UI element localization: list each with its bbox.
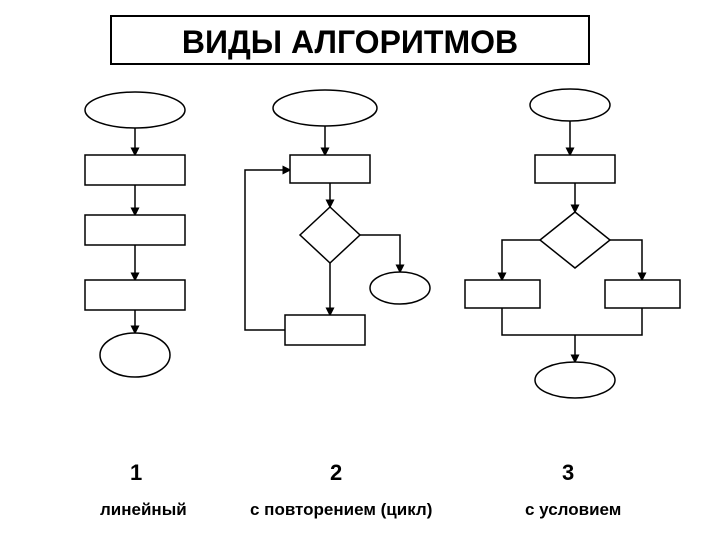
caption-linear: линейный <box>100 500 187 520</box>
number-3: 3 <box>562 460 574 486</box>
flowchart-canvas <box>0 0 720 540</box>
number-1: 1 <box>130 460 142 486</box>
number-2: 2 <box>330 460 342 486</box>
caption-loop: с повторением (цикл) <box>250 500 432 520</box>
caption-conditional: с условием <box>525 500 621 520</box>
